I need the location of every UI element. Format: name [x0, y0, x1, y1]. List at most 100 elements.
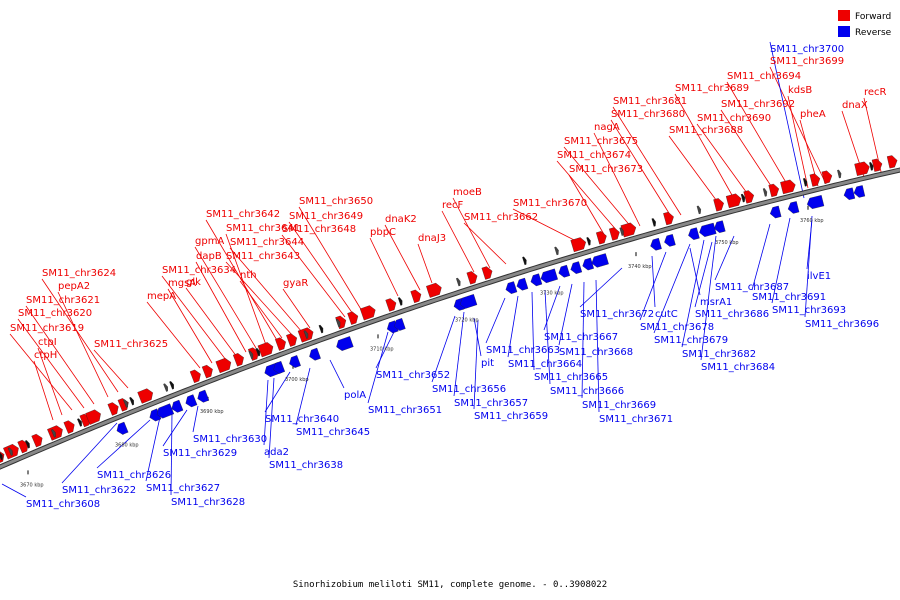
- forward-gene-arrow[interactable]: [713, 197, 726, 212]
- reverse-gene-arrow[interactable]: [155, 403, 175, 420]
- forward-gene-arrow[interactable]: [869, 162, 874, 171]
- forward-gene-arrow[interactable]: [347, 310, 359, 325]
- reverse-gene-arrow[interactable]: [170, 399, 184, 414]
- forward-gene-arrow[interactable]: [651, 218, 657, 227]
- reverse-gene-arrow[interactable]: [713, 220, 726, 234]
- reverse-gene-label: ada2: [264, 447, 289, 458]
- forward-gene-arrow[interactable]: [596, 230, 608, 245]
- forward-gene-arrow[interactable]: [7, 447, 14, 456]
- reverse-gene-arrow[interactable]: [184, 394, 198, 409]
- reverse-gene-arrow[interactable]: [853, 185, 866, 198]
- reverse-gene-arrow[interactable]: [569, 261, 583, 274]
- reverse-gene-arrow[interactable]: [843, 187, 856, 201]
- reverse-gene-arrow[interactable]: [392, 318, 406, 332]
- reverse-gene-arrow[interactable]: [787, 201, 800, 214]
- forward-gene-arrow[interactable]: [809, 173, 822, 187]
- forward-gene-label: kdsB: [788, 85, 812, 96]
- reverse-gene-arrow[interactable]: [196, 389, 210, 404]
- reverse-gene-arrow[interactable]: [539, 268, 558, 284]
- reverse-gene-label: SM11_chr3608: [26, 499, 100, 510]
- forward-gene-arrow[interactable]: [169, 381, 175, 390]
- forward-gene-arrow[interactable]: [335, 318, 342, 328]
- forward-gene-arrow[interactable]: [854, 161, 871, 176]
- forward-gene-arrow[interactable]: [163, 383, 169, 392]
- reverse-gene-arrow[interactable]: [649, 237, 662, 251]
- forward-gene-arrow[interactable]: [663, 211, 675, 226]
- forward-gene-arrow[interactable]: [886, 155, 898, 169]
- forward-gene-arrow[interactable]: [609, 226, 621, 241]
- reverse-gene-arrow[interactable]: [769, 205, 782, 219]
- forward-gene-arrow[interactable]: [586, 237, 592, 246]
- reverse-gene-arrow[interactable]: [687, 227, 700, 241]
- forward-gene-arrow[interactable]: [215, 357, 233, 374]
- forward-gene-arrow[interactable]: [740, 193, 746, 203]
- forward-gene-arrow[interactable]: [248, 350, 255, 360]
- forward-gene-arrow[interactable]: [189, 368, 203, 384]
- forward-gene-arrow[interactable]: [620, 222, 638, 238]
- forward-gene-arrow[interactable]: [201, 364, 215, 379]
- reverse-gene-arrow[interactable]: [504, 281, 518, 295]
- forward-leader-line: [452, 197, 491, 269]
- forward-gene-arrow[interactable]: [619, 227, 625, 236]
- forward-gene-arrow[interactable]: [725, 193, 743, 209]
- forward-gene-arrow[interactable]: [780, 179, 797, 195]
- forward-gene-arrow[interactable]: [0, 451, 4, 461]
- forward-gene-arrow[interactable]: [696, 205, 702, 215]
- reverse-gene-arrow[interactable]: [698, 222, 717, 238]
- forward-gene-arrow[interactable]: [24, 440, 31, 449]
- forward-gene-arrow[interactable]: [837, 169, 842, 179]
- reverse-gene-arrow[interactable]: [335, 336, 354, 352]
- forward-gene-arrow[interactable]: [466, 270, 479, 285]
- forward-gene-arrow[interactable]: [456, 277, 461, 287]
- forward-gene-arrow[interactable]: [31, 433, 45, 448]
- forward-gene-arrow[interactable]: [63, 419, 77, 434]
- reverse-gene-arrow[interactable]: [806, 195, 825, 210]
- forward-gene-arrow[interactable]: [232, 352, 246, 367]
- reverse-gene-label: SM11_chr3652: [376, 370, 450, 381]
- forward-gene-arrow[interactable]: [426, 282, 443, 298]
- reverse-gene-arrow[interactable]: [308, 347, 321, 362]
- forward-gene-arrow[interactable]: [17, 439, 31, 454]
- forward-gene-arrow[interactable]: [257, 341, 275, 358]
- forward-gene-arrow[interactable]: [286, 332, 299, 347]
- forward-gene-arrow[interactable]: [359, 304, 377, 321]
- forward-gene-arrow[interactable]: [554, 246, 559, 256]
- forward-gene-arrow[interactable]: [803, 178, 808, 187]
- forward-gene-arrow[interactable]: [123, 399, 129, 408]
- reverse-gene-arrow[interactable]: [272, 361, 285, 375]
- forward-gene-arrow[interactable]: [0, 449, 7, 464]
- forward-gene-arrow[interactable]: [871, 158, 883, 172]
- forward-gene-arrow[interactable]: [303, 330, 310, 339]
- reverse-gene-label: SM11_chr3669: [582, 400, 656, 411]
- forward-gene-arrow[interactable]: [275, 336, 288, 351]
- forward-gene-arrow[interactable]: [129, 397, 135, 406]
- reverse-gene-arrow[interactable]: [458, 294, 478, 309]
- reverse-gene-arrow[interactable]: [663, 234, 676, 247]
- reverse-gene-arrow[interactable]: [581, 257, 594, 271]
- forward-gene-arrow[interactable]: [410, 289, 423, 304]
- forward-gene-arrow[interactable]: [77, 418, 83, 427]
- forward-gene-arrow[interactable]: [762, 188, 768, 197]
- reverse-gene-arrow[interactable]: [148, 408, 162, 423]
- forward-gene-arrow[interactable]: [50, 429, 57, 438]
- forward-gene-arrow[interactable]: [107, 401, 121, 416]
- reverse-gene-arrow[interactable]: [557, 264, 571, 278]
- reverse-gene-arrow[interactable]: [288, 355, 301, 369]
- forward-gene-arrow[interactable]: [821, 170, 834, 184]
- forward-gene-arrow[interactable]: [481, 265, 494, 280]
- reverse-gene-arrow[interactable]: [590, 253, 609, 268]
- forward-gene-arrow[interactable]: [570, 236, 588, 253]
- forward-gene-arrow[interactable]: [318, 324, 325, 334]
- reverse-gene-arrow[interactable]: [515, 277, 529, 291]
- forward-gene-arrow[interactable]: [117, 397, 131, 412]
- forward-gene-arrow[interactable]: [743, 189, 756, 204]
- forward-gene-arrow[interactable]: [255, 347, 262, 357]
- reverse-gene-arrow[interactable]: [115, 421, 129, 436]
- forward-gene-arrow[interactable]: [397, 297, 403, 306]
- forward-gene-arrow[interactable]: [85, 408, 103, 425]
- forward-gene-arrow[interactable]: [385, 297, 398, 312]
- forward-gene-arrow[interactable]: [522, 256, 527, 266]
- forward-gene-arrow[interactable]: [137, 387, 155, 404]
- forward-gene-arrow[interactable]: [768, 183, 781, 198]
- reverse-gene-arrow[interactable]: [529, 273, 543, 287]
